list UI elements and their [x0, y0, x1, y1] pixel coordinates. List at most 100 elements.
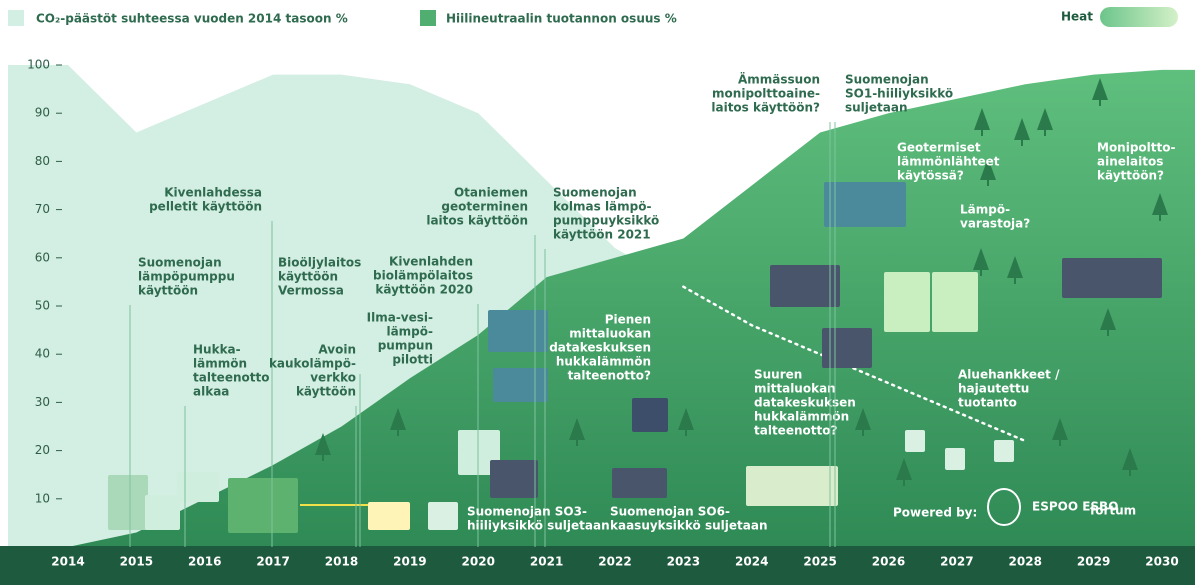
y-tick-label: 90	[35, 106, 50, 120]
annotation: Kivenlahdessa	[164, 186, 262, 200]
x-tick-label: 2029	[1077, 555, 1110, 569]
building	[428, 502, 458, 530]
annotation: tuotanto	[958, 396, 1017, 410]
building	[884, 272, 930, 332]
x-tick-label: 2028	[1009, 555, 1042, 569]
legend-label: Hiilineutraalin tuotannon osuus %	[446, 12, 677, 26]
y-tick-label: 70	[35, 202, 50, 216]
annotation: hiiliyksikkö suljetaan	[467, 519, 610, 533]
building	[632, 398, 668, 432]
tree	[974, 108, 990, 130]
x-tick-label: 2021	[530, 555, 563, 569]
tree-trunk	[987, 180, 989, 186]
annotation: verkko	[310, 371, 356, 385]
area	[68, 69, 1195, 547]
y-tick-label: 10	[35, 491, 50, 505]
y-tick-label: 60	[35, 250, 50, 264]
building	[994, 440, 1014, 462]
annotation: Monipoltto-	[1097, 141, 1176, 155]
annotation: Suomenojan	[138, 256, 222, 270]
tree-trunk	[397, 430, 399, 436]
brand-pill	[1100, 7, 1178, 27]
tree-trunk	[1129, 470, 1131, 476]
logo: fortum	[1090, 504, 1136, 518]
tree-trunk	[981, 130, 983, 136]
legend-swatch	[420, 10, 436, 26]
x-tick-label: 2018	[325, 555, 358, 569]
annotation: SO1-hiiliyksikkö	[845, 87, 953, 101]
annotation: Avoin	[318, 343, 356, 357]
annotation: lämmönlähteet	[897, 155, 1000, 169]
annotation: Bioöljylaitos	[278, 256, 361, 270]
annotation: pumpun	[378, 339, 433, 353]
building	[493, 368, 548, 402]
annotation: Hukka-	[193, 343, 241, 357]
tree-trunk	[576, 440, 578, 446]
building	[490, 460, 538, 498]
annotation: käytössä?	[897, 169, 964, 183]
legend-label: CO₂-päästöt suhteessa vuoden 2014 tasoon…	[36, 12, 348, 26]
annotation: Suuren	[754, 368, 802, 382]
annotation: hukkalämmön	[754, 410, 849, 424]
annotation: pumppuyksikkö	[553, 214, 659, 228]
tree	[1014, 118, 1030, 140]
tree	[569, 418, 585, 440]
tree-trunk	[903, 480, 905, 486]
building	[932, 272, 978, 332]
annotation: lämpö-	[386, 325, 433, 339]
tree-trunk	[980, 270, 982, 276]
annotation: Geotermiset	[897, 141, 981, 155]
building	[905, 430, 925, 452]
building	[612, 468, 667, 498]
projection-line	[682, 285, 1027, 443]
building	[770, 265, 840, 307]
building	[746, 466, 838, 506]
annotation: geoterminen	[441, 200, 528, 214]
annotation: mittaluokan	[569, 327, 651, 341]
x-tick-label: 2026	[872, 555, 905, 569]
annotation: lämmön	[193, 357, 247, 371]
annotation: laitos käyttöön?	[711, 101, 820, 115]
powered-by: Powered by:	[893, 506, 977, 520]
annotation: laitos käyttöön	[426, 214, 528, 228]
x-tick-label: 2017	[256, 555, 289, 569]
annotation: Otaniemen	[454, 186, 528, 200]
x-tick-label: 2025	[803, 555, 836, 569]
annotation: käyttöön	[138, 284, 198, 298]
building	[488, 310, 548, 352]
building	[228, 478, 298, 533]
tree	[1037, 108, 1053, 130]
annotation: lämpöpumppu	[138, 270, 235, 284]
annotation: käyttöön?	[1097, 169, 1164, 183]
annotation: Kivenlahden	[389, 255, 473, 269]
tree-trunk	[1159, 215, 1161, 221]
annotation: datakeskuksen	[549, 341, 651, 355]
tree	[1122, 448, 1138, 470]
tree-trunk	[1021, 140, 1023, 146]
tree	[390, 408, 406, 430]
annotation: käyttöön 2020	[375, 283, 473, 297]
annotation: käyttöön	[296, 385, 356, 399]
x-tick-label: 2019	[393, 555, 426, 569]
annotation: Aluehankkeet /	[958, 368, 1060, 382]
x-tick-label: 2022	[598, 555, 631, 569]
y-tick-label: 30	[35, 395, 50, 409]
building	[368, 502, 410, 530]
logo-mark	[987, 488, 1021, 526]
x-tick-label: 2023	[667, 555, 700, 569]
annotation: käyttöön	[278, 270, 338, 284]
tree	[980, 158, 996, 180]
tree	[896, 458, 912, 480]
year-band	[0, 546, 1195, 585]
annotation: talteenotto?	[754, 424, 837, 438]
tree	[1092, 78, 1108, 100]
tree-trunk	[1044, 130, 1046, 136]
annotation: kaasuyksikkö suljetaan	[610, 519, 768, 533]
tree	[973, 248, 989, 270]
tree	[1052, 418, 1068, 440]
tree	[315, 433, 331, 455]
y-tick-label: 80	[35, 154, 50, 168]
annotation: pelletit käyttöön	[149, 200, 262, 214]
x-tick-label: 2015	[120, 555, 153, 569]
annotation: Suomenojan	[553, 186, 637, 200]
